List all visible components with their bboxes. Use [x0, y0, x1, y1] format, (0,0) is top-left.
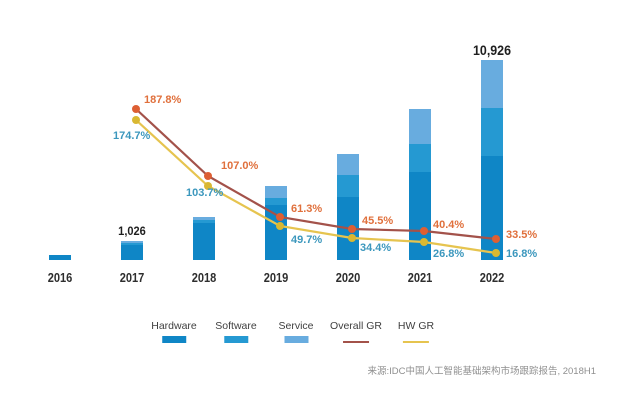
legend-swatch-line — [343, 341, 369, 343]
marker-overall-gr-2019 — [276, 213, 284, 221]
bar-total-label-2017: 1,026 — [118, 224, 146, 239]
legend-item-hw-gr: HW GR — [398, 320, 434, 343]
source-note: 来源:IDC中国人工智能基础架构市场跟踪报告, 2018H1 — [367, 366, 596, 377]
pct-label-hw-gr-2018: 103.7% — [186, 187, 224, 199]
marker-hw-gr-2019 — [276, 222, 284, 230]
bar-segment-service-2022 — [481, 60, 503, 108]
pct-label-overall-gr-2017: 187.8% — [144, 94, 182, 106]
legend-label: HW GR — [397, 320, 435, 332]
legend: Hardware Software Service Overall GR HW GR — [0, 320, 618, 354]
marker-overall-gr-2022 — [492, 235, 500, 243]
bar-segment-hardware-2017 — [121, 245, 143, 260]
x-axis-label-2016: 2016 — [47, 270, 73, 285]
pct-label-overall-gr-2020: 45.5% — [362, 215, 394, 227]
bar-group-2021 — [409, 108, 431, 260]
bar-segment-service-2020 — [337, 154, 359, 176]
pct-label-overall-gr-2021: 40.4% — [433, 219, 465, 231]
bar-group-2016 — [49, 255, 71, 260]
bar-segment-software-2017 — [121, 243, 143, 246]
bar-segment-service-2019 — [265, 186, 287, 199]
bar-segment-service-2018 — [193, 216, 215, 220]
bar-segment-hardware-2021 — [409, 171, 431, 260]
bar-group-2022 — [481, 60, 503, 260]
bar-segment-software-2021 — [409, 143, 431, 172]
legend-swatch-bar — [162, 336, 186, 343]
legend-item-hardware: Hardware — [151, 320, 197, 343]
marker-hw-gr-2021 — [420, 238, 428, 246]
marker-overall-gr-2017 — [132, 105, 140, 113]
legend-label: Software — [215, 320, 257, 332]
bar-group-2018 — [193, 216, 215, 260]
legend-swatch-bar — [283, 336, 308, 343]
bar-group-2017 — [121, 241, 143, 260]
legend-item-software: Software — [215, 320, 257, 343]
bar-segment-service-2017 — [121, 241, 143, 244]
marker-overall-gr-2020 — [348, 225, 356, 233]
legend-item-service: Service — [278, 320, 314, 343]
bar-segment-software-2018 — [193, 219, 215, 223]
marker-hw-gr-2022 — [492, 249, 500, 257]
bar-total-label-2022: 10,926 — [473, 43, 511, 58]
pct-label-overall-gr-2018: 107.0% — [221, 160, 259, 172]
legend-label: Service — [278, 320, 314, 332]
legend-swatch-bar — [224, 336, 248, 343]
pct-label-hw-gr-2020: 34.4% — [360, 242, 392, 254]
pct-label-overall-gr-2019: 61.3% — [291, 203, 323, 215]
marker-overall-gr-2021 — [420, 227, 428, 235]
bar-segment-software-2019 — [265, 198, 287, 205]
legend-item-overall-gr: Overall GR — [330, 320, 382, 343]
bar-segment-service-2021 — [409, 108, 431, 144]
marker-overall-gr-2018 — [204, 172, 212, 180]
bar-segment-software-2020 — [337, 175, 359, 197]
pct-label-overall-gr-2022: 33.5% — [506, 229, 538, 241]
bar-segment-software-2022 — [481, 107, 503, 156]
bar-segment-hardware-2018 — [193, 222, 215, 260]
x-axis-label-2018: 2018 — [191, 270, 217, 285]
x-axis-label-2017: 2017 — [119, 270, 145, 285]
marker-hw-gr-2020 — [348, 234, 356, 242]
line-hw-gr — [135, 119, 497, 255]
bar-segment-hardware-2016 — [49, 255, 71, 260]
marker-hw-gr-2017 — [132, 116, 140, 124]
legend-label: Hardware — [151, 320, 197, 332]
x-axis-label-2020: 2020 — [335, 270, 361, 285]
x-axis-label-2019: 2019 — [263, 270, 289, 285]
line-overall-gr — [135, 108, 497, 241]
pct-label-hw-gr-2022: 16.8% — [506, 248, 538, 260]
x-axis-label-2021: 2021 — [407, 270, 433, 285]
bar-segment-hardware-2022 — [481, 155, 503, 260]
pct-label-hw-gr-2021: 26.8% — [433, 248, 465, 260]
marker-hw-gr-2018 — [204, 182, 212, 190]
pct-label-hw-gr-2017: 174.7% — [113, 130, 151, 142]
pct-label-hw-gr-2019: 49.7% — [291, 234, 323, 246]
legend-label: Overall GR — [330, 320, 382, 332]
x-axis-label-2022: 2022 — [479, 270, 505, 285]
legend-swatch-line — [402, 341, 429, 343]
